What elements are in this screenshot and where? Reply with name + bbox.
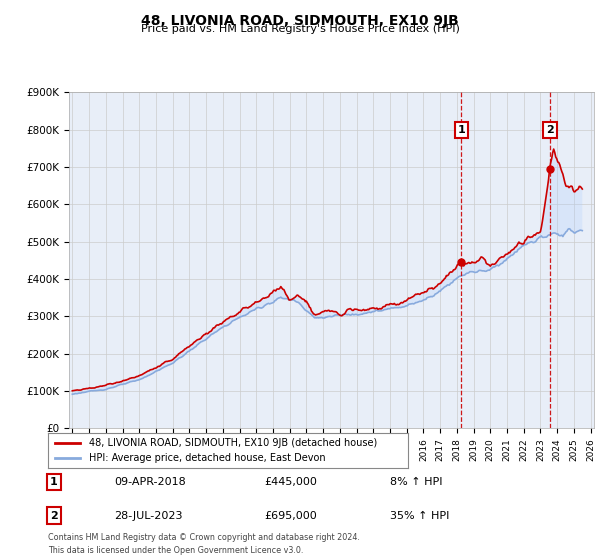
Text: 1: 1 bbox=[50, 477, 58, 487]
Text: 1: 1 bbox=[458, 125, 465, 135]
Text: £445,000: £445,000 bbox=[264, 477, 317, 487]
Text: Contains HM Land Registry data © Crown copyright and database right 2024.
This d: Contains HM Land Registry data © Crown c… bbox=[48, 533, 360, 554]
Text: 09-APR-2018: 09-APR-2018 bbox=[114, 477, 186, 487]
Text: 2: 2 bbox=[546, 125, 554, 135]
Text: 48, LIVONIA ROAD, SIDMOUTH, EX10 9JB: 48, LIVONIA ROAD, SIDMOUTH, EX10 9JB bbox=[141, 14, 459, 28]
Text: HPI: Average price, detached house, East Devon: HPI: Average price, detached house, East… bbox=[89, 453, 326, 463]
Text: 35% ↑ HPI: 35% ↑ HPI bbox=[390, 511, 449, 521]
Text: Price paid vs. HM Land Registry's House Price Index (HPI): Price paid vs. HM Land Registry's House … bbox=[140, 24, 460, 34]
Text: 28-JUL-2023: 28-JUL-2023 bbox=[114, 511, 182, 521]
Text: £695,000: £695,000 bbox=[264, 511, 317, 521]
Text: 8% ↑ HPI: 8% ↑ HPI bbox=[390, 477, 443, 487]
Text: 2: 2 bbox=[50, 511, 58, 521]
Text: 48, LIVONIA ROAD, SIDMOUTH, EX10 9JB (detached house): 48, LIVONIA ROAD, SIDMOUTH, EX10 9JB (de… bbox=[89, 437, 377, 447]
